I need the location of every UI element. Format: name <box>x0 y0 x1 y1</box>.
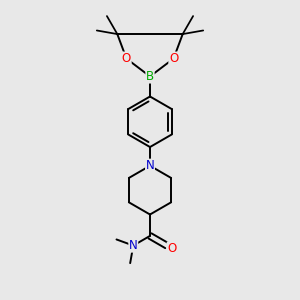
Text: O: O <box>167 242 176 255</box>
Text: B: B <box>146 70 154 83</box>
Text: N: N <box>129 239 138 252</box>
Text: O: O <box>169 52 178 65</box>
Text: O: O <box>122 52 131 65</box>
Text: N: N <box>146 159 154 172</box>
